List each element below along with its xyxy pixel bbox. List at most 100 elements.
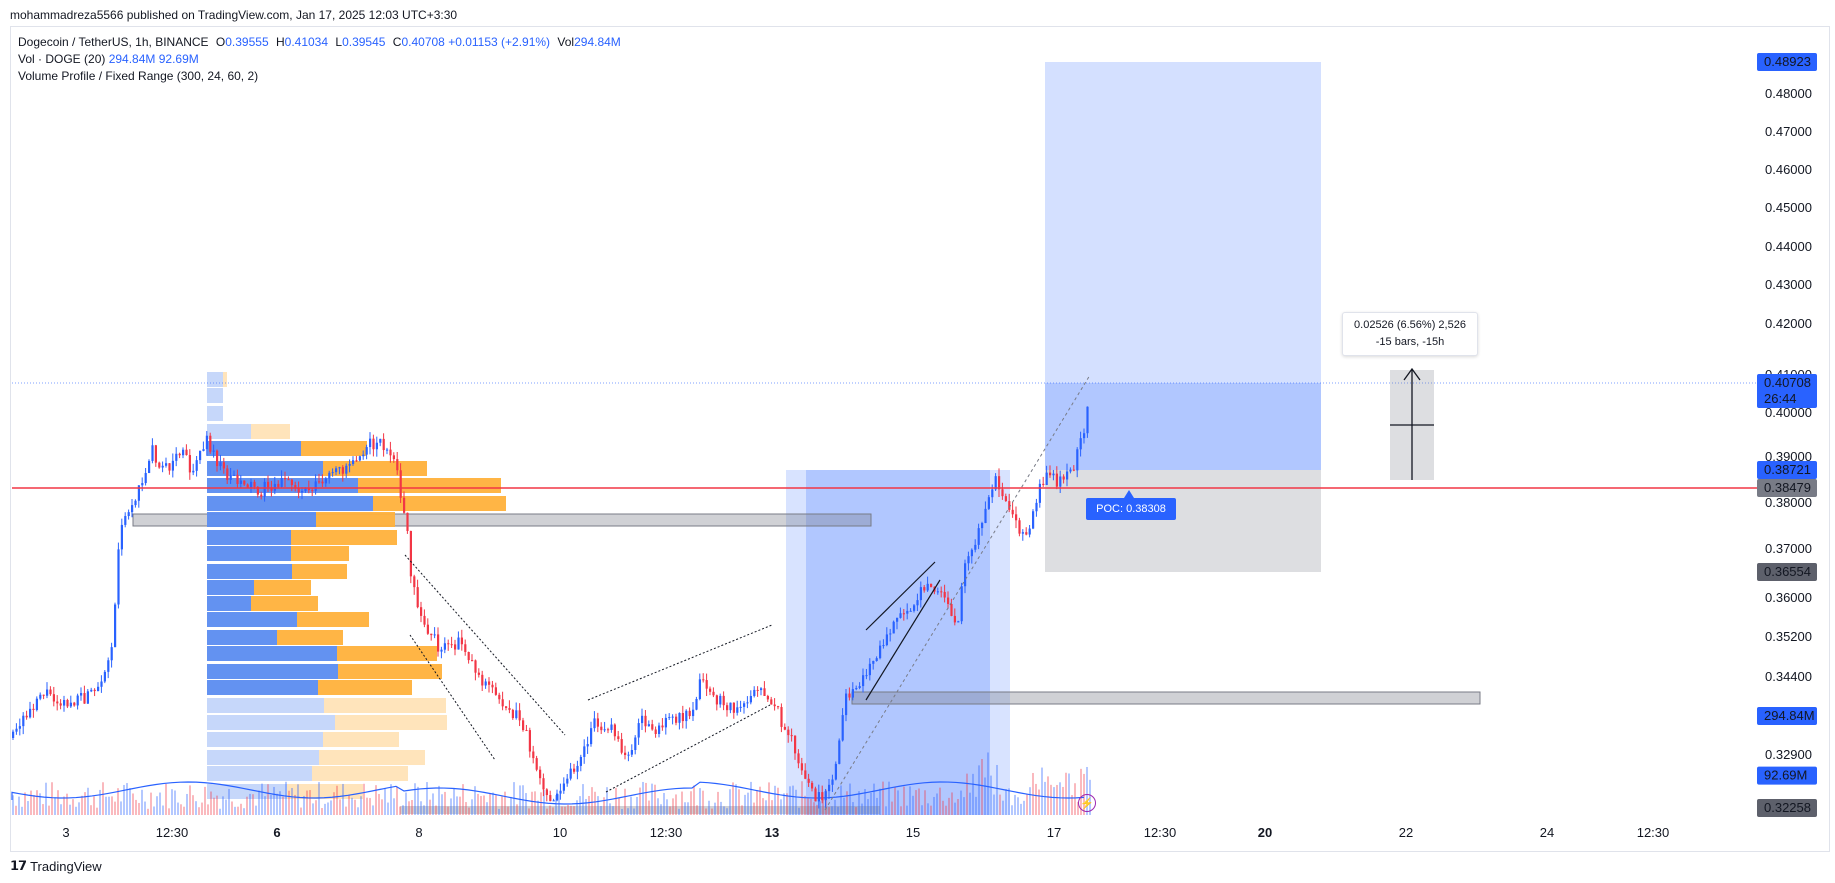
- candle-body: [970, 549, 973, 557]
- volume-profile-up-bar: [207, 546, 291, 561]
- volume-bar: [831, 806, 833, 815]
- volume-bar: [153, 806, 155, 815]
- volume-bar: [816, 804, 818, 815]
- volume-profile-down-bar: [291, 546, 349, 561]
- volume-bar: [132, 793, 134, 815]
- candle-body: [450, 644, 453, 646]
- volume-bar: [294, 794, 296, 815]
- price-range-measure-label[interactable]: 0.02526 (6.56%) 2,526 -15 bars, -15h: [1342, 312, 1478, 356]
- volume-bar: [465, 802, 467, 815]
- price-badge: [1757, 766, 1817, 785]
- candle-body: [586, 744, 589, 747]
- volume-bar: [42, 804, 44, 815]
- candle-body: [270, 487, 273, 491]
- volume-bar: [555, 795, 557, 815]
- candle-body: [766, 695, 769, 700]
- volume-profile-up-bar: [207, 612, 297, 627]
- volume-bar: [759, 786, 761, 815]
- candle-body: [284, 477, 287, 480]
- price-badge-label: 0.38721: [1764, 462, 1811, 477]
- candle-body: [389, 449, 392, 456]
- volume-bar: [906, 805, 908, 815]
- legend-volume-indicator[interactable]: Vol · DOGE (20): [18, 52, 106, 66]
- time-tick-label: 6: [273, 825, 280, 840]
- price-tick-label: 0.46000: [1765, 162, 1812, 177]
- candle-body: [950, 603, 953, 616]
- date-range-zone: [786, 470, 1010, 815]
- volume-bar: [474, 786, 476, 815]
- volume-profile-up-bar: [207, 496, 373, 511]
- candle-body: [114, 604, 117, 648]
- candle-body: [583, 746, 586, 757]
- volume-bar: [918, 788, 920, 815]
- candle-body: [828, 784, 831, 792]
- volume-profile-down-bar: [292, 564, 347, 579]
- price-tick-label: 0.37000: [1765, 541, 1812, 556]
- volume-bar: [624, 788, 626, 815]
- volume-profile-down-bar: [301, 441, 367, 456]
- volume-bar: [1002, 800, 1004, 815]
- poc-label[interactable]: POC: 0.38308: [1086, 498, 1176, 520]
- candle-body: [209, 435, 212, 452]
- candle-body: [481, 674, 484, 686]
- volume-profile-down-bar: [291, 530, 397, 545]
- candle-body: [35, 698, 38, 711]
- legend-low-label: L: [335, 35, 343, 49]
- candle-body: [134, 500, 137, 506]
- volume-bar: [927, 803, 929, 815]
- volume-bar: [93, 796, 95, 815]
- volume-bar: [792, 785, 794, 815]
- price-badge-countdown: 26:44: [1764, 391, 1797, 406]
- measure-arrowhead: [1403, 367, 1421, 381]
- candle-body: [307, 487, 310, 491]
- candle-body: [1032, 511, 1035, 529]
- candle-body: [593, 718, 596, 729]
- candle-body: [722, 695, 725, 706]
- candle-body: [42, 694, 45, 696]
- volume-bar: [885, 806, 887, 815]
- candle-body: [460, 637, 463, 645]
- candle-body: [97, 686, 100, 692]
- volume-bar: [1062, 786, 1064, 815]
- volume-bar: [762, 798, 764, 815]
- candle-body: [345, 465, 348, 474]
- candle-body: [443, 643, 446, 650]
- candle-body: [749, 695, 752, 703]
- volume-bar: [705, 808, 707, 815]
- candle-body: [505, 706, 508, 708]
- volume-bar: [1047, 776, 1049, 815]
- volume-profile-up-bar: [207, 406, 223, 421]
- candle-body: [494, 687, 497, 695]
- volume-bar: [144, 801, 146, 815]
- candle-body: [960, 586, 963, 622]
- volume-bar: [318, 782, 320, 815]
- volume-bar: [234, 806, 236, 815]
- candle-body: [1001, 489, 1004, 497]
- candle-body: [392, 455, 395, 460]
- volume-profile-up-bar: [207, 461, 323, 476]
- volume-bar: [420, 801, 422, 815]
- candle-body: [753, 689, 756, 696]
- candle-body: [39, 694, 42, 699]
- volume-bar: [618, 797, 620, 815]
- lightning-icon[interactable]: ⚡: [1078, 794, 1096, 812]
- candle-body: [875, 658, 878, 662]
- candle-body: [1025, 532, 1028, 535]
- volume-profile-down-bar: [358, 478, 501, 493]
- candle-body: [15, 728, 18, 732]
- volume-profile-up-bar: [207, 680, 318, 695]
- candle-body: [416, 587, 419, 608]
- volume-bar: [957, 799, 959, 815]
- volume-bar: [366, 797, 368, 815]
- legend-volume-profile[interactable]: Volume Profile / Fixed Range (300, 24, 6…: [18, 69, 259, 83]
- candle-body: [314, 481, 317, 491]
- volume-bar: [1059, 782, 1061, 815]
- volume-bar: [66, 793, 68, 815]
- volume-bar: [537, 800, 539, 815]
- volume-bar: [822, 799, 824, 815]
- price-badge: [1757, 707, 1817, 725]
- volume-bar: [24, 792, 26, 815]
- legend-symbol[interactable]: Dogecoin / TetherUS, 1h, BINANCE: [18, 35, 209, 49]
- candle-body: [46, 689, 49, 696]
